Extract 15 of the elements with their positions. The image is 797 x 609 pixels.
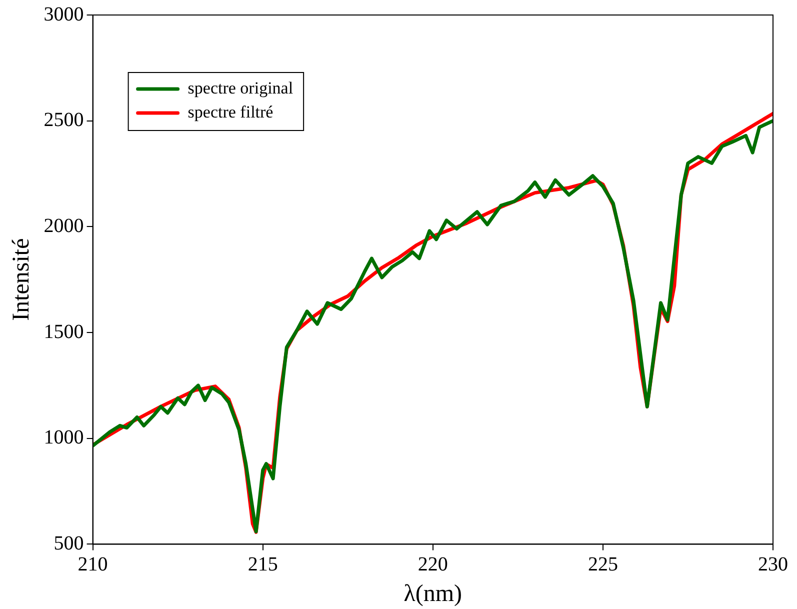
y-tick-label: 3000	[44, 3, 84, 26]
y-tick-label: 500	[54, 532, 84, 554]
x-tick-label: 215	[248, 553, 278, 576]
x-axis-title: λ(nm)	[404, 580, 462, 607]
x-tick-label: 230	[758, 553, 788, 576]
y-tick-label: 2500	[44, 109, 84, 132]
y-axis-title: Intensité	[8, 238, 35, 321]
x-tick-label: 220	[418, 553, 448, 576]
x-tick-label: 210	[78, 553, 108, 576]
legend-label: spectre filtré	[188, 102, 274, 122]
legend-label: spectre original	[188, 78, 294, 98]
y-tick-label: 1000	[44, 426, 84, 449]
y-tick-label: 1500	[44, 320, 84, 343]
y-tick-label: 2000	[44, 214, 84, 237]
x-tick-label: 225	[588, 553, 618, 576]
